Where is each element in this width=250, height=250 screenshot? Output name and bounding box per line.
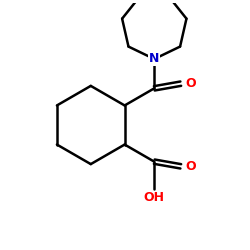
Text: O: O	[185, 77, 196, 90]
Text: O: O	[185, 160, 196, 173]
Text: OH: OH	[144, 191, 165, 204]
Text: N: N	[149, 52, 160, 66]
